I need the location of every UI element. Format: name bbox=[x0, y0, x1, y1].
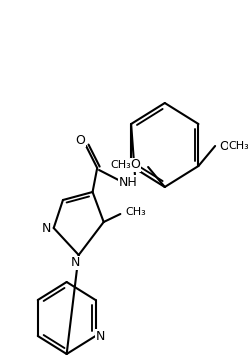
Text: NH: NH bbox=[118, 175, 137, 189]
Text: CH₃: CH₃ bbox=[110, 160, 131, 170]
Text: O: O bbox=[130, 158, 140, 171]
Text: N: N bbox=[70, 257, 80, 269]
Text: N: N bbox=[95, 329, 105, 343]
Text: CH₃: CH₃ bbox=[125, 207, 146, 217]
Text: CH₃: CH₃ bbox=[229, 141, 248, 151]
Text: O: O bbox=[76, 134, 86, 146]
Text: O: O bbox=[219, 139, 229, 153]
Text: N: N bbox=[42, 222, 51, 234]
